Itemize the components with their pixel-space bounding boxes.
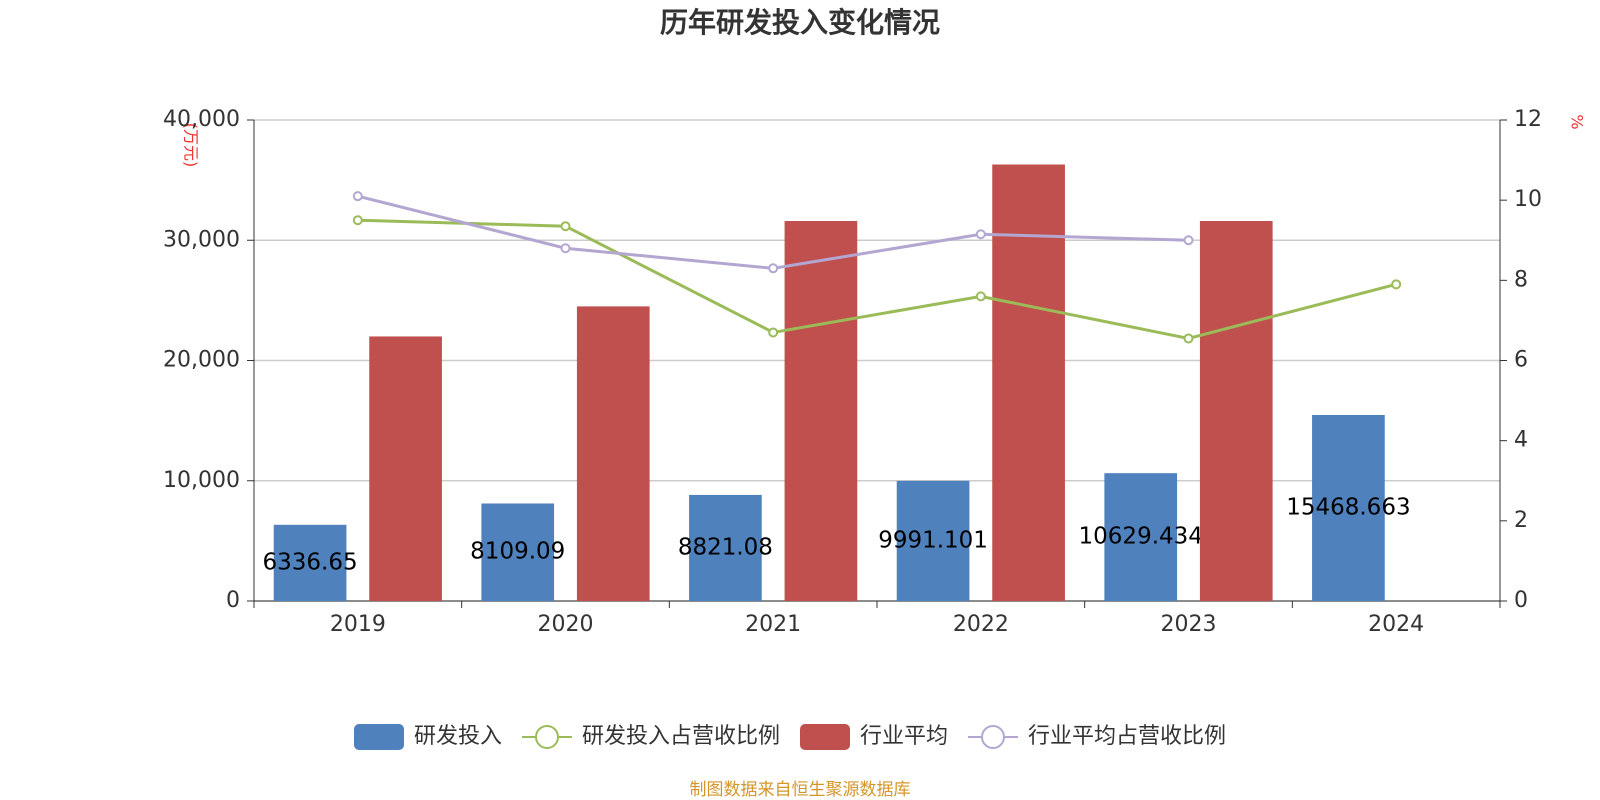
y-tick-label: 0	[226, 588, 240, 613]
line	[357, 218, 1397, 340]
line-point	[768, 327, 779, 338]
bar	[1312, 414, 1385, 601]
line-point	[560, 221, 571, 232]
x-tick-label: 2019	[330, 612, 386, 637]
bar	[481, 503, 555, 601]
bar	[992, 164, 1065, 601]
line-point	[1391, 279, 1402, 290]
y-tick-label: 30,000	[163, 227, 240, 252]
y2-tick-label: 6	[1514, 348, 1528, 373]
value-label: 15468.663	[1286, 494, 1410, 520]
y2-tick-label: 12	[1514, 107, 1542, 132]
y2-tick-label: 4	[1514, 428, 1528, 453]
legend-swatch	[800, 724, 850, 750]
y2-tick-label: 8	[1514, 267, 1528, 292]
y2-tick-label: 2	[1514, 508, 1528, 533]
bar	[1104, 473, 1178, 601]
legend-item[interactable]: 研发投入	[354, 724, 502, 750]
line-point	[1183, 235, 1194, 246]
bar	[576, 306, 650, 601]
legend-swatch	[354, 724, 404, 750]
line-point	[560, 243, 571, 254]
value-label: 10629.434	[1079, 524, 1203, 550]
value-label: 6336.65	[263, 549, 358, 575]
y-tick-label: 20,000	[163, 348, 240, 373]
line-point	[975, 291, 986, 302]
line-point	[352, 191, 363, 202]
line-point	[352, 215, 363, 226]
legend-label: 行业平均占营收比例	[1028, 724, 1226, 749]
bar	[689, 494, 762, 601]
bar	[784, 221, 858, 601]
value-label: 9991.101	[878, 527, 988, 553]
x-tick-label: 2022	[953, 612, 1009, 637]
bar	[1199, 221, 1273, 601]
legend-item[interactable]: 行业平均占营收比例	[968, 724, 1226, 749]
bar	[273, 524, 347, 601]
line-point	[1183, 333, 1194, 344]
legend-item[interactable]: 研发投入占营收比例	[522, 724, 780, 749]
line-point	[975, 229, 986, 240]
y-tick-label: 10,000	[163, 468, 240, 493]
y2-tick-label: 10	[1514, 187, 1542, 212]
x-tick-label: 2020	[538, 612, 594, 637]
legend-label: 研发投入	[414, 724, 502, 749]
x-tick-label: 2021	[745, 612, 801, 637]
bar	[896, 480, 970, 601]
x-tick-label: 2023	[1161, 612, 1217, 637]
bar	[369, 336, 442, 601]
value-label: 8109.09	[470, 539, 565, 565]
y-axis-label: (万元)	[182, 123, 201, 168]
legend-swatch	[535, 725, 559, 749]
y-tick-label: 40,000	[163, 107, 240, 132]
line-point	[768, 263, 779, 274]
legend-label: 研发投入占营收比例	[582, 724, 780, 749]
y2-tick-label: 0	[1514, 588, 1528, 613]
chart-title: 历年研发投入变化情况	[660, 6, 940, 39]
source-note: 制图数据来自恒生聚源数据库	[690, 780, 911, 800]
legend-item[interactable]: 行业平均	[800, 724, 948, 750]
value-label: 8821.08	[678, 534, 773, 560]
y2-axis-label: %	[1568, 114, 1587, 129]
legend-label: 行业平均	[860, 724, 948, 749]
legend-swatch	[981, 725, 1005, 749]
x-tick-label: 2024	[1368, 612, 1424, 637]
